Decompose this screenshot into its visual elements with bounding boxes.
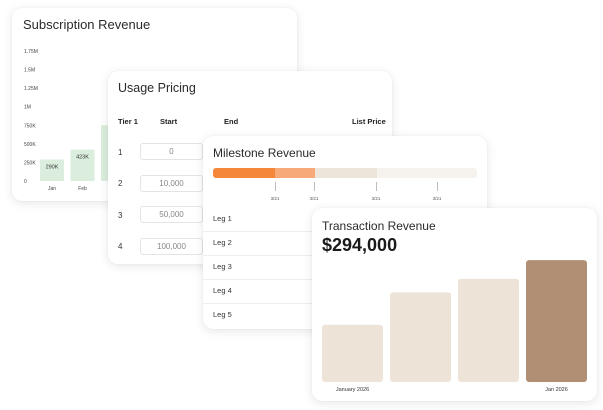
transaction-revenue-chart: January 2026 Jan 2026 xyxy=(322,260,587,393)
tier-header: Tier 1 xyxy=(118,117,138,126)
milestone-date: 3/21 xyxy=(309,196,319,201)
transaction-bar xyxy=(526,260,587,382)
transaction-bar xyxy=(458,278,519,382)
y-tick-label: 500K xyxy=(24,142,36,148)
milestone-tick xyxy=(376,182,377,191)
milestone-leg-row[interactable]: Leg 5 xyxy=(203,304,487,328)
milestone-leg-label: Leg 3 xyxy=(213,262,232,271)
milestone-tick xyxy=(437,182,438,191)
milestone-leg-label: Leg 2 xyxy=(213,238,232,247)
y-tick-label: 1.5M xyxy=(24,68,35,74)
milestone-leg-label: Leg 1 xyxy=(213,214,232,223)
milestone-tick xyxy=(275,182,276,191)
bar-value-label: 423K xyxy=(76,155,89,161)
x-tick-label: Jan 2026 xyxy=(545,387,568,393)
tier-start-field[interactable]: 50,000 xyxy=(140,206,203,223)
milestone-segment xyxy=(275,168,315,178)
y-tick-label: 0 xyxy=(24,179,27,185)
x-tick-label: Feb xyxy=(78,186,87,192)
milestone-date: 3/21 xyxy=(432,196,442,201)
y-tick-label: 1.25M xyxy=(24,86,38,92)
milestone-leg-label: Leg 4 xyxy=(213,286,232,295)
transaction-revenue-total: $294,000 xyxy=(322,235,398,255)
usage-pricing-title: Usage Pricing xyxy=(118,81,196,95)
bar-value-label: 290K xyxy=(46,164,59,170)
milestone-revenue-title: Milestone Revenue xyxy=(213,146,316,160)
y-tick-label: 250K xyxy=(24,160,36,166)
milestone-leg-label: Leg 5 xyxy=(213,310,232,319)
milestone-segment xyxy=(213,168,276,178)
y-tick-label: 1M xyxy=(24,105,31,111)
milestone-date: 3/21 xyxy=(371,196,381,201)
milestone-segment xyxy=(314,168,377,178)
tier-number: 1 xyxy=(118,148,123,157)
milestone-date: 3/21 xyxy=(270,196,280,201)
subscription-bar xyxy=(40,159,64,181)
transaction-revenue-title: Transaction Revenue xyxy=(322,219,436,233)
list-price-header: List Price xyxy=(352,117,386,126)
milestone-tick xyxy=(314,182,315,191)
tier-number: 4 xyxy=(118,242,123,251)
milestone-progress-bar xyxy=(213,168,477,178)
tier-number: 3 xyxy=(118,211,123,220)
subscription-revenue-title: Subscription Revenue xyxy=(23,17,151,32)
tier-start-field[interactable]: 10,000 xyxy=(140,175,203,192)
transaction-bar xyxy=(322,324,383,382)
transaction-bar xyxy=(390,292,451,382)
tier-number: 2 xyxy=(118,179,123,188)
end-header: End xyxy=(224,117,239,126)
subscription-bar xyxy=(70,149,95,181)
tier-start-field[interactable]: 0 xyxy=(140,143,203,160)
x-tick-label: January 2026 xyxy=(336,387,369,393)
start-header: Start xyxy=(160,117,178,126)
x-tick-label: Jan xyxy=(48,186,56,192)
tier-start-field[interactable]: 100,000 xyxy=(140,238,203,255)
transaction-revenue-card: January 2026 Jan 2026 Transaction Revenue… xyxy=(312,208,597,401)
milestone-segment xyxy=(376,168,477,178)
y-tick-label: 750K xyxy=(24,123,36,129)
y-tick-label: 1.75M xyxy=(24,49,38,55)
